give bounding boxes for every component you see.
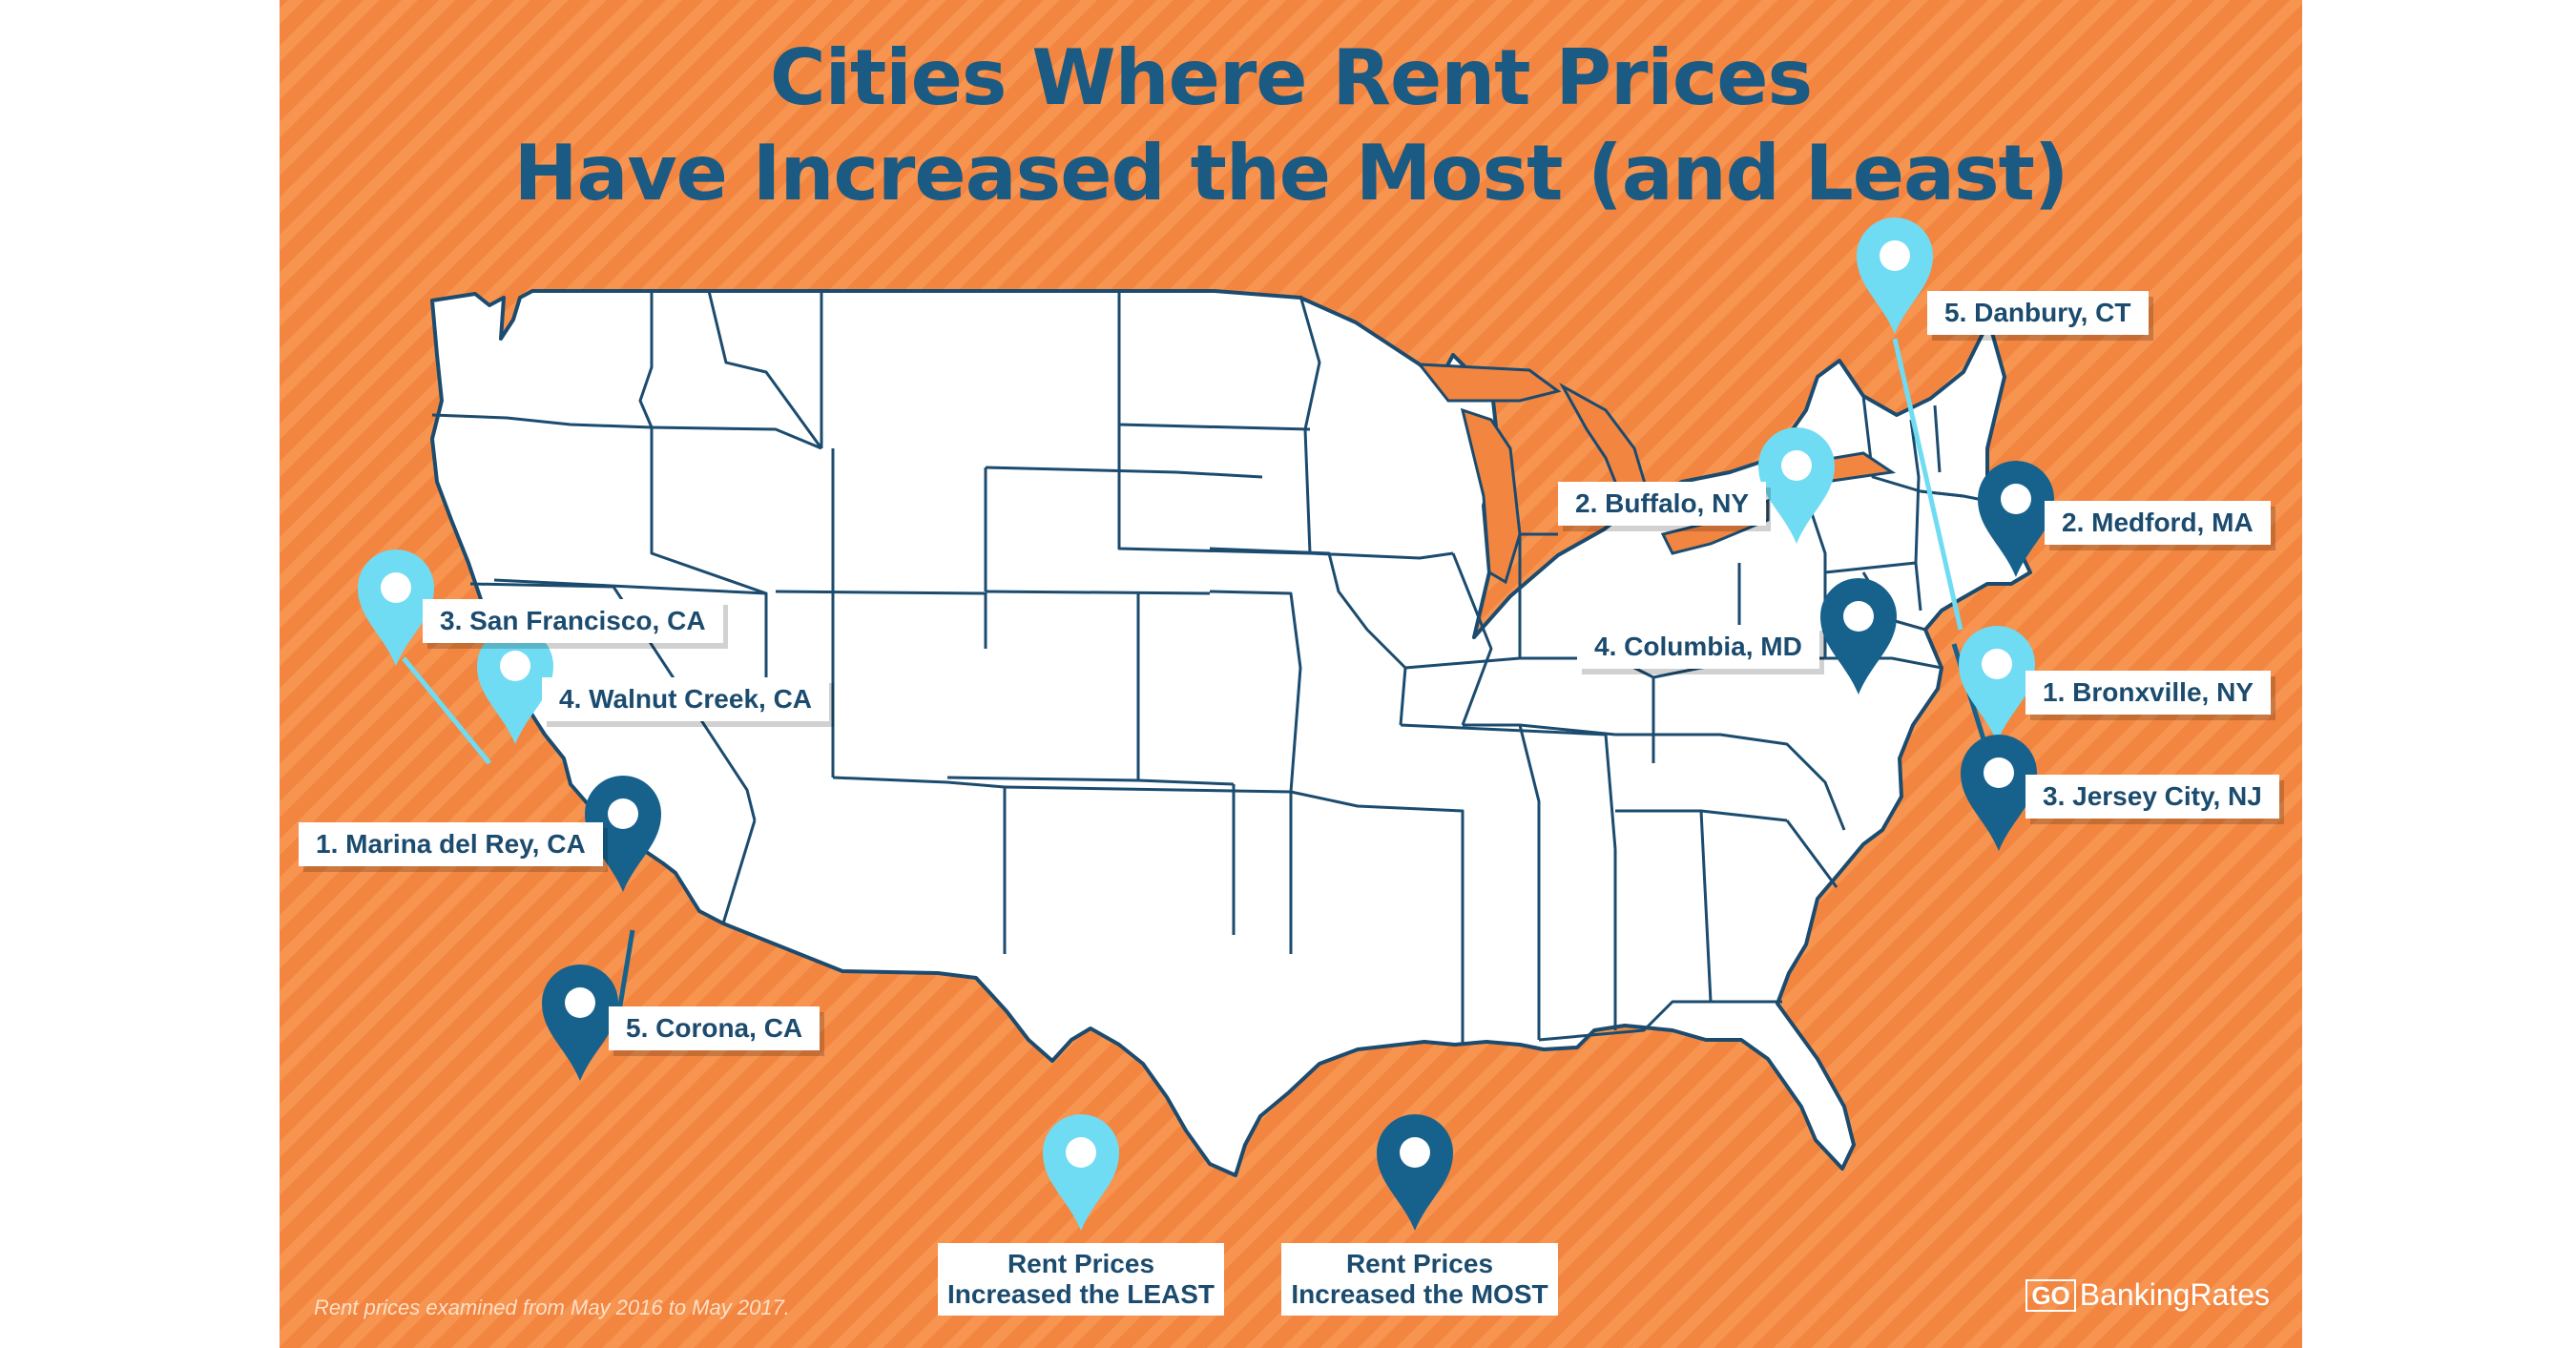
legend-most-line-2: Increased the MOST (1291, 1279, 1548, 1309)
pin-bronxville[interactable] (1959, 626, 2035, 742)
map-pin-icon (1043, 1114, 1119, 1231)
legend-least-line-2: Increased the LEAST (946, 1279, 1215, 1309)
pin-danbury[interactable] (1857, 218, 1933, 334)
label-san-francisco[interactable]: 3. San Francisco, CA (423, 599, 723, 643)
state-borders (431, 290, 1988, 1045)
pin-marina-del-rey[interactable] (585, 776, 661, 892)
pin-buffalo[interactable] (1758, 427, 1835, 544)
map-pin-icon (1857, 218, 1933, 334)
legend-pin-most (1377, 1114, 1453, 1231)
map-pin-icon (1377, 1114, 1453, 1231)
label-jersey-city[interactable]: 3. Jersey City, NJ (2025, 775, 2279, 819)
us-map (358, 218, 2054, 1231)
map-pin-icon (477, 628, 553, 744)
pin-san-francisco[interactable] (358, 550, 434, 666)
title-line-1: Cities Where Rent Prices (769, 33, 1813, 122)
legend-most: Rent Prices Increased the MOST (1281, 1243, 1558, 1316)
great-lakes (1416, 363, 1897, 585)
corona-callout-line (616, 929, 635, 1012)
map-pin-icon (1959, 626, 2035, 742)
map-pins (358, 218, 2054, 1231)
danbury-callout-line (1892, 338, 1963, 631)
legend-least: Rent Prices Increased the LEAST (938, 1243, 1224, 1316)
pin-walnut-creek[interactable] (477, 628, 553, 744)
label-corona[interactable]: 5. Corona, CA (609, 1006, 821, 1050)
pin-corona[interactable] (542, 964, 618, 1081)
legend-least-line-1: Rent Prices (1007, 1249, 1155, 1278)
brand-logo: GO BankingRates (2025, 1277, 2270, 1313)
infographic-poster: Cities Where Rent Prices Have Increased … (280, 0, 2302, 1348)
label-columbia[interactable]: 4. Columbia, MD (1577, 625, 1819, 669)
pin-jersey-city[interactable] (1961, 735, 2037, 851)
label-walnut-creek[interactable]: 4. Walnut Creek, CA (542, 677, 830, 721)
label-marina-del-rey[interactable]: 1. Marina del Rey, CA (299, 822, 603, 866)
label-medford[interactable]: 2. Medford, MA (2045, 501, 2271, 545)
title-line-2: Have Increased the Most (and Least) (513, 129, 2069, 218)
map-pin-icon (1978, 461, 2054, 577)
map-pin-icon (1820, 578, 1897, 695)
map-pin-icon (542, 964, 618, 1081)
legend-most-line-1: Rent Prices (1345, 1249, 1494, 1278)
brand-name: BankingRates (2079, 1277, 2270, 1312)
map-pin-icon (585, 776, 661, 892)
map-pin-icon (1758, 427, 1835, 544)
label-danbury[interactable]: 5. Danbury, CT (1927, 291, 2149, 335)
san-francisco-callout-line (402, 656, 491, 765)
page-title: Cities Where Rent Prices Have Increased … (280, 31, 2302, 221)
pin-medford[interactable] (1978, 461, 2054, 577)
brand-logo-mark: GO (2025, 1278, 2076, 1312)
label-buffalo[interactable]: 2. Buffalo, NY (1558, 482, 1767, 526)
map-pin-icon (1961, 735, 2037, 851)
footnote: Rent prices examined from May 2016 to Ma… (314, 1296, 790, 1319)
pin-columbia[interactable] (1820, 578, 1897, 695)
legend-pin-least (1043, 1114, 1119, 1231)
map-pin-icon (358, 550, 434, 666)
label-bronxville[interactable]: 1. Bronxville, NY (2025, 671, 2271, 715)
